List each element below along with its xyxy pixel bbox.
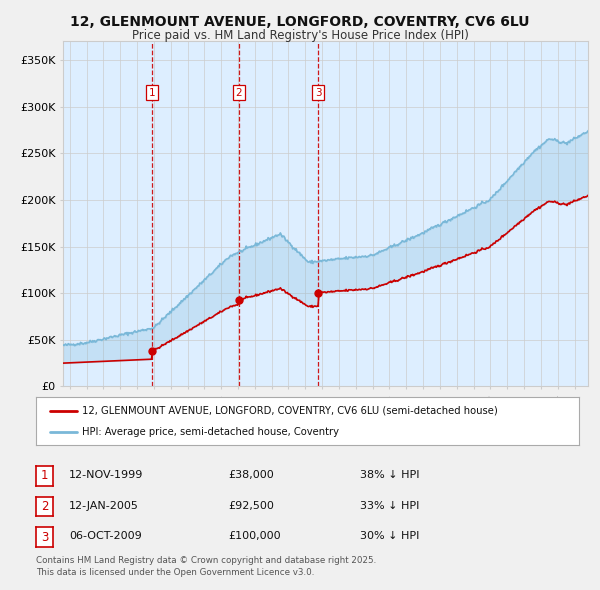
Text: £92,500: £92,500 (228, 501, 274, 510)
Text: 2: 2 (41, 500, 48, 513)
Text: 12-JAN-2005: 12-JAN-2005 (69, 501, 139, 510)
Text: 12-NOV-1999: 12-NOV-1999 (69, 470, 143, 480)
Text: 2: 2 (235, 87, 242, 97)
Text: Contains HM Land Registry data © Crown copyright and database right 2025.: Contains HM Land Registry data © Crown c… (36, 556, 376, 565)
Text: £38,000: £38,000 (228, 470, 274, 480)
Text: 12, GLENMOUNT AVENUE, LONGFORD, COVENTRY, CV6 6LU: 12, GLENMOUNT AVENUE, LONGFORD, COVENTRY… (70, 15, 530, 29)
Text: HPI: Average price, semi-detached house, Coventry: HPI: Average price, semi-detached house,… (82, 427, 339, 437)
Text: 12, GLENMOUNT AVENUE, LONGFORD, COVENTRY, CV6 6LU (semi-detached house): 12, GLENMOUNT AVENUE, LONGFORD, COVENTRY… (82, 405, 498, 415)
Text: 33% ↓ HPI: 33% ↓ HPI (360, 501, 419, 510)
Text: This data is licensed under the Open Government Licence v3.0.: This data is licensed under the Open Gov… (36, 568, 314, 577)
Text: Price paid vs. HM Land Registry's House Price Index (HPI): Price paid vs. HM Land Registry's House … (131, 30, 469, 42)
Text: £100,000: £100,000 (228, 532, 281, 541)
Text: 38% ↓ HPI: 38% ↓ HPI (360, 470, 419, 480)
Text: 1: 1 (41, 469, 48, 483)
Text: 06-OCT-2009: 06-OCT-2009 (69, 532, 142, 541)
Text: 30% ↓ HPI: 30% ↓ HPI (360, 532, 419, 541)
Text: 1: 1 (148, 87, 155, 97)
Text: 3: 3 (41, 530, 48, 544)
Text: 3: 3 (315, 87, 322, 97)
